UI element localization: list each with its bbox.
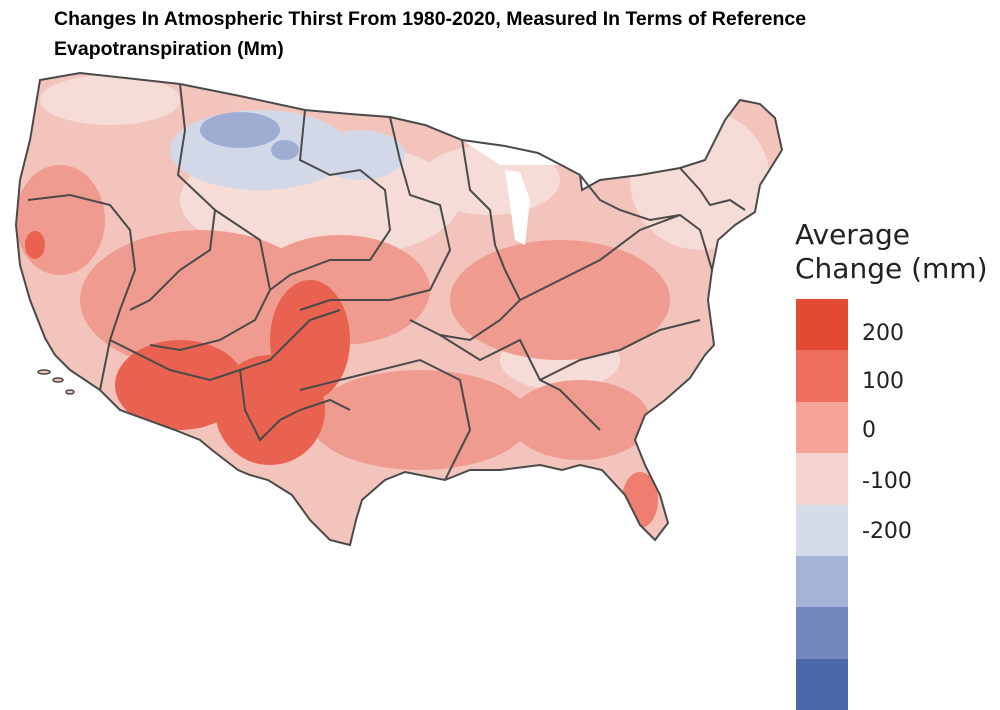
legend-tick-neg200: -200 (862, 519, 912, 544)
boundary-great-basin (149, 209, 272, 352)
legend-swatch (796, 555, 848, 582)
legend-tick-200: 200 (862, 321, 904, 346)
us-map (14, 71, 784, 547)
legend-swatch (796, 632, 848, 659)
legend-swatch (796, 324, 848, 351)
boundary-south-central (299, 358, 472, 481)
boundary-texas (239, 369, 351, 442)
southeast-medium (510, 380, 650, 460)
boundary-great-lakes (579, 174, 681, 222)
boundary-southeast (539, 319, 701, 381)
pacific-nw-light (40, 75, 180, 125)
legend-swatch (796, 453, 848, 479)
boundary-ohio (519, 213, 713, 301)
boundary-nw-interior (129, 83, 217, 311)
boundary-rockies (269, 109, 392, 291)
legend-color-bar (796, 299, 848, 710)
legend-swatch (796, 607, 848, 633)
legend-swatch (796, 427, 848, 454)
legend-swatch (796, 299, 848, 325)
california-strong (25, 231, 45, 259)
legend-tick-neg100: -100 (862, 469, 912, 494)
legend-swatch (796, 504, 848, 531)
lake-michigan (505, 170, 530, 245)
montana-cool-dark-2 (271, 140, 299, 160)
map-title: Changes In Atmospheric Thirst From 1980-… (54, 8, 807, 60)
legend-swatch (796, 530, 848, 556)
boundary-plains (299, 116, 452, 311)
boundary-northeast (679, 167, 746, 211)
legend-swatch (796, 401, 848, 428)
south-medium (310, 370, 530, 470)
legend-title: Average Change (mm) (795, 218, 1000, 286)
arizona-strong (115, 340, 245, 430)
legend-tick-0: 0 (862, 418, 876, 443)
lake-superior (462, 140, 560, 165)
legend-title-line1: Average (795, 218, 910, 251)
west-coast-medium (16, 165, 105, 275)
us-outline (14, 71, 784, 547)
montana-cool-dark (200, 112, 280, 148)
legend-swatch (796, 658, 848, 685)
legend-swatch (796, 478, 848, 505)
boundary-midwest (409, 139, 522, 342)
legend-swatch (796, 350, 848, 377)
texas-panhandle-strong (270, 280, 350, 400)
legend-swatch (796, 684, 848, 710)
legend-swatch (796, 581, 848, 608)
region-boundaries (27, 83, 746, 481)
legend-tick-100: 100 (862, 369, 904, 394)
boundary-pacific (27, 193, 137, 391)
legend-title-line2: Change (mm) (795, 252, 988, 285)
legend-swatch (796, 376, 848, 402)
channel-islands (37, 369, 75, 395)
dakota-cool (315, 130, 405, 180)
